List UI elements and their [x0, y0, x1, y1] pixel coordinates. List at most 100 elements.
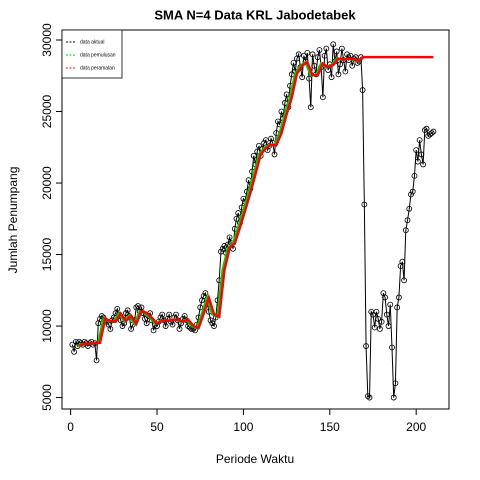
series-line: [77, 57, 362, 348]
data-point: [300, 52, 307, 59]
data-point: [138, 304, 145, 311]
x-tick-label: 150: [320, 420, 340, 434]
data-point: [304, 49, 311, 56]
data-point: [421, 127, 428, 134]
data-point: [337, 61, 344, 68]
data-point: [370, 311, 376, 318]
data-point: [428, 130, 435, 136]
data-point: [385, 323, 392, 329]
data-point: [311, 62, 318, 69]
data-point: [359, 87, 366, 93]
data-point: [361, 201, 368, 208]
data-point: [416, 137, 423, 144]
data-point: [107, 326, 114, 332]
data-point: [262, 137, 269, 144]
data-point: [202, 290, 209, 297]
data-point: [150, 327, 157, 334]
data-point: [395, 294, 402, 301]
plot-frame: [61, 29, 450, 410]
y-tick-label: 5000: [40, 384, 54, 411]
data-point: [309, 51, 316, 58]
data-point: [314, 54, 321, 61]
series-line: [71, 44, 434, 399]
data-point: [261, 140, 268, 146]
data-point: [328, 74, 335, 81]
data-point: [408, 191, 414, 198]
data-point: [176, 326, 183, 332]
x-tick-label: 50: [150, 420, 164, 434]
data-point: [159, 311, 166, 318]
data-point: [299, 74, 306, 81]
data-point: [418, 151, 425, 158]
data-point: [323, 45, 330, 52]
data-point: [290, 59, 297, 66]
data-point: [143, 320, 150, 327]
data-point: [114, 305, 121, 312]
data-point: [364, 393, 371, 400]
data-point: [427, 131, 433, 138]
data-point: [420, 161, 426, 168]
x-axis-label: Periode Waktu: [216, 452, 294, 466]
data-point: [406, 205, 413, 212]
data-point: [415, 158, 421, 165]
data-point: [218, 248, 224, 255]
data-point: [399, 258, 406, 265]
data-point: [319, 94, 326, 101]
data-point: [235, 210, 242, 216]
data-point: [256, 142, 262, 149]
data-point: [207, 317, 214, 324]
data-point: [330, 41, 337, 48]
data-point: [219, 245, 226, 252]
legend-box: [61, 29, 123, 79]
x-tick-label: 100: [233, 420, 253, 434]
x-tick-label: 200: [406, 420, 426, 434]
data-point: [423, 125, 430, 132]
data-point: [316, 47, 323, 53]
data-point: [226, 234, 233, 241]
data-point: [430, 128, 437, 135]
data-point: [221, 243, 228, 249]
data-point: [402, 227, 409, 234]
data-point: [366, 394, 373, 401]
data-point: [409, 188, 416, 195]
data-point: [342, 68, 349, 75]
legend-label: data pemulusan: [80, 52, 116, 58]
data-point: [390, 394, 397, 401]
data-point: [375, 315, 382, 322]
y-tick-label: 15000: [40, 238, 54, 272]
data-point: [306, 75, 312, 82]
y-tick-label: 25000: [40, 95, 54, 129]
data-point: [378, 318, 385, 325]
data-point: [394, 304, 401, 311]
data-point: [344, 51, 350, 58]
data-point: [376, 326, 383, 332]
chart-title: SMA N=4 Data KRL Jabodetabek: [154, 7, 356, 22]
data-point: [392, 380, 399, 387]
series-line: [78, 55, 434, 348]
data-point: [335, 71, 342, 78]
data-point: [166, 311, 173, 318]
x-tick-label: 0: [67, 420, 74, 434]
data-point: [123, 310, 129, 317]
data-point: [413, 147, 420, 154]
data-point: [371, 324, 378, 331]
data-point: [389, 344, 395, 351]
y-tick-label: 30000: [40, 23, 54, 57]
data-point: [404, 217, 411, 224]
data-point: [71, 348, 77, 355]
data-point: [278, 108, 285, 115]
data-point: [411, 172, 418, 179]
data-point: [333, 48, 340, 55]
y-axis-label: Jumlah Penumpang: [6, 167, 20, 274]
data-point: [387, 301, 394, 308]
data-point: [233, 215, 240, 222]
data-point: [211, 323, 217, 329]
data-point: [271, 151, 278, 158]
data-point: [373, 308, 380, 315]
data-point: [401, 277, 407, 284]
data-point: [93, 357, 100, 364]
data-point: [321, 52, 328, 59]
data-point: [169, 321, 176, 328]
data-point: [275, 118, 281, 125]
